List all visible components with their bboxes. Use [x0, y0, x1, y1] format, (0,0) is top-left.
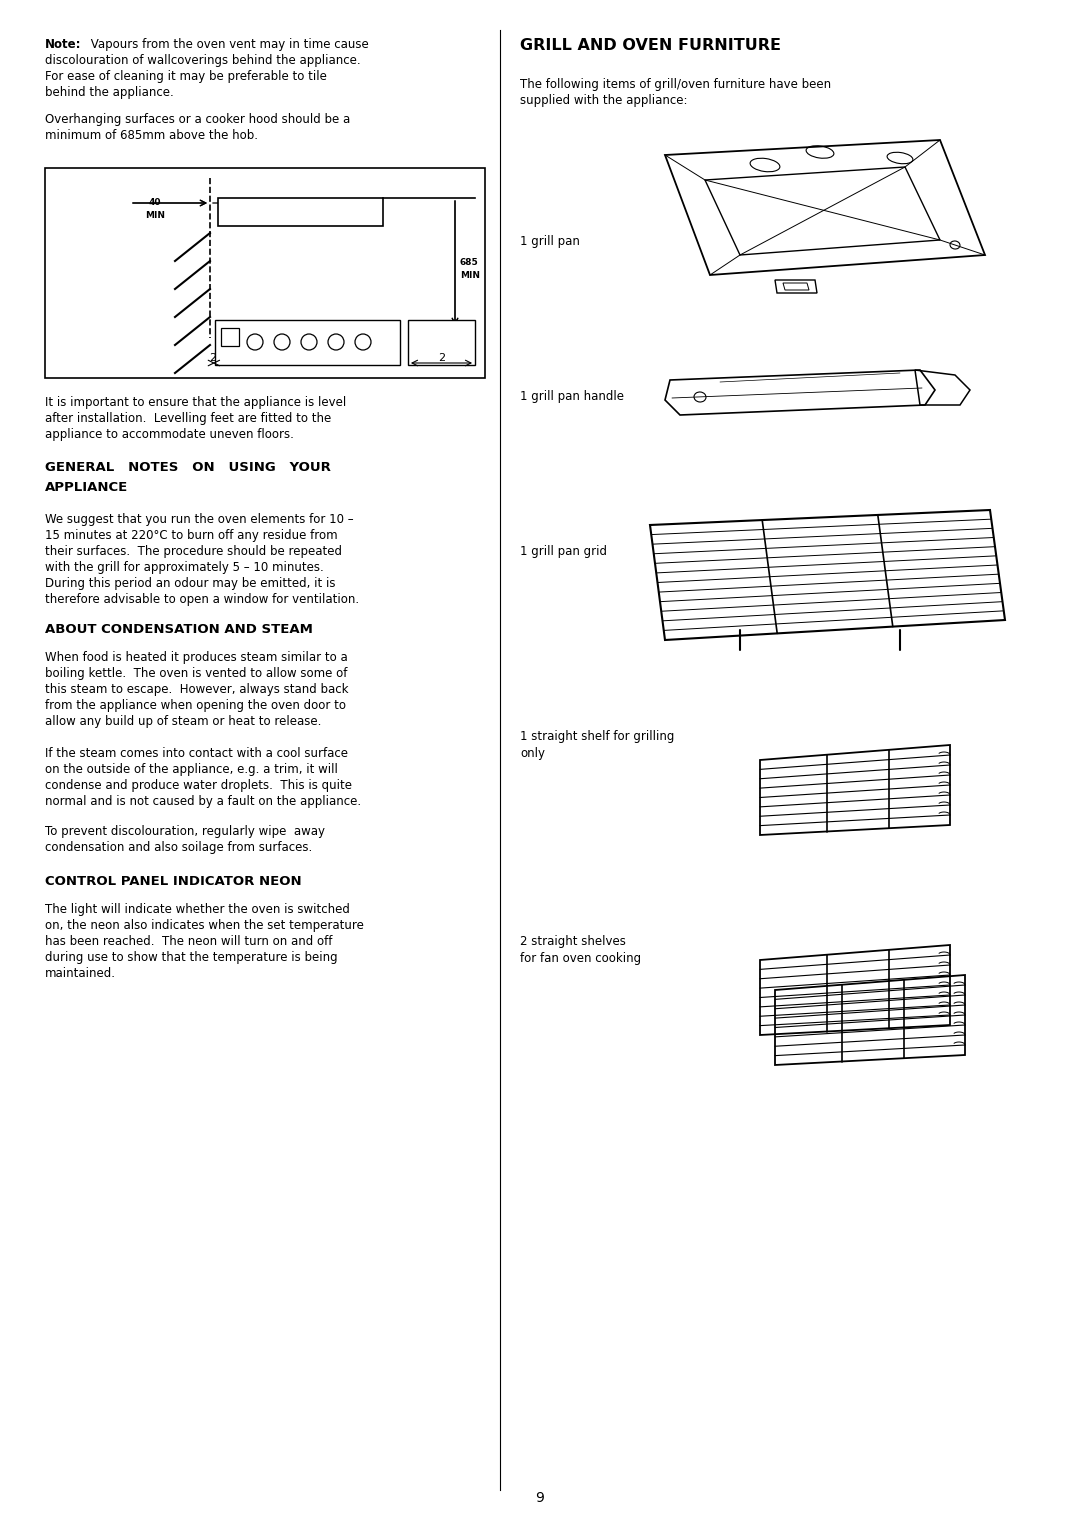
Text: condense and produce water droplets.  This is quite: condense and produce water droplets. Thi… [45, 779, 352, 792]
Text: 1 straight shelf for grilling: 1 straight shelf for grilling [519, 730, 674, 743]
Text: GRILL AND OVEN FURNITURE: GRILL AND OVEN FURNITURE [519, 38, 781, 53]
Text: 9: 9 [536, 1491, 544, 1505]
Text: 2: 2 [437, 353, 445, 364]
Text: on the outside of the appliance, e.g. a trim, it will: on the outside of the appliance, e.g. a … [45, 762, 338, 776]
Text: We suggest that you run the oven elements for 10 –: We suggest that you run the oven element… [45, 513, 353, 526]
Text: When food is heated it produces steam similar to a: When food is heated it produces steam si… [45, 651, 348, 665]
Text: this steam to escape.  However, always stand back: this steam to escape. However, always st… [45, 683, 349, 695]
Text: It is important to ensure that the appliance is level: It is important to ensure that the appli… [45, 396, 347, 410]
Text: 1 grill pan grid: 1 grill pan grid [519, 545, 607, 558]
Text: from the appliance when opening the oven door to: from the appliance when opening the oven… [45, 698, 346, 712]
Text: for fan oven cooking: for fan oven cooking [519, 952, 642, 966]
Bar [215, 319, 400, 365]
Bar [408, 319, 475, 365]
Text: only: only [519, 747, 545, 759]
Text: on, the neon also indicates when the set temperature: on, the neon also indicates when the set… [45, 918, 364, 932]
Text: ABOUT CONDENSATION AND STEAM: ABOUT CONDENSATION AND STEAM [45, 623, 313, 636]
Text: 2 straight shelves: 2 straight shelves [519, 935, 626, 947]
Text: normal and is not caused by a fault on the appliance.: normal and is not caused by a fault on t… [45, 795, 361, 808]
Bar [45, 168, 485, 377]
Text: Vapours from the oven vent may in time cause: Vapours from the oven vent may in time c… [87, 38, 368, 50]
Text: 15 minutes at 220°C to burn off any residue from: 15 minutes at 220°C to burn off any resi… [45, 529, 338, 542]
Bar [221, 329, 239, 345]
Text: APPLIANCE: APPLIANCE [45, 481, 129, 494]
Text: MIN: MIN [145, 211, 165, 220]
Text: has been reached.  The neon will turn on and off: has been reached. The neon will turn on … [45, 935, 333, 947]
Text: MIN: MIN [460, 270, 480, 280]
Text: with the grill for approximately 5 – 10 minutes.: with the grill for approximately 5 – 10 … [45, 561, 324, 575]
Text: The following items of grill/oven furniture have been: The following items of grill/oven furnit… [519, 78, 832, 92]
Text: their surfaces.  The procedure should be repeated: their surfaces. The procedure should be … [45, 545, 342, 558]
Text: 1 grill pan: 1 grill pan [519, 235, 580, 248]
Text: during use to show that the temperature is being: during use to show that the temperature … [45, 950, 338, 964]
Text: If the steam comes into contact with a cool surface: If the steam comes into contact with a c… [45, 747, 348, 759]
Text: supplied with the appliance:: supplied with the appliance: [519, 95, 688, 107]
Text: The light will indicate whether the oven is switched: The light will indicate whether the oven… [45, 903, 350, 915]
Text: appliance to accommodate uneven floors.: appliance to accommodate uneven floors. [45, 428, 294, 442]
Text: 2: 2 [208, 353, 216, 364]
Text: maintained.: maintained. [45, 967, 116, 979]
Text: Overhanging surfaces or a cooker hood should be a: Overhanging surfaces or a cooker hood sh… [45, 113, 350, 125]
Text: behind the appliance.: behind the appliance. [45, 86, 174, 99]
Text: 40: 40 [149, 199, 161, 206]
Text: minimum of 685mm above the hob.: minimum of 685mm above the hob. [45, 128, 258, 142]
Text: GENERAL   NOTES   ON   USING   YOUR: GENERAL NOTES ON USING YOUR [45, 461, 330, 474]
Text: To prevent discolouration, regularly wipe  away: To prevent discolouration, regularly wip… [45, 825, 325, 837]
Text: CONTROL PANEL INDICATOR NEON: CONTROL PANEL INDICATOR NEON [45, 876, 301, 888]
Text: Note:: Note: [45, 38, 81, 50]
Text: For ease of cleaning it may be preferable to tile: For ease of cleaning it may be preferabl… [45, 70, 327, 83]
Text: 1 grill pan handle: 1 grill pan handle [519, 390, 624, 403]
Text: 685: 685 [460, 258, 478, 267]
Text: boiling kettle.  The oven is vented to allow some of: boiling kettle. The oven is vented to al… [45, 668, 348, 680]
Text: During this period an odour may be emitted, it is: During this period an odour may be emitt… [45, 578, 336, 590]
Text: discolouration of wallcoverings behind the appliance.: discolouration of wallcoverings behind t… [45, 53, 361, 67]
Bar [218, 199, 383, 226]
Text: after installation.  Levelling feet are fitted to the: after installation. Levelling feet are f… [45, 413, 332, 425]
Text: condensation and also soilage from surfaces.: condensation and also soilage from surfa… [45, 840, 312, 854]
Text: therefore advisable to open a window for ventilation.: therefore advisable to open a window for… [45, 593, 360, 607]
Text: allow any build up of steam or heat to release.: allow any build up of steam or heat to r… [45, 715, 322, 727]
